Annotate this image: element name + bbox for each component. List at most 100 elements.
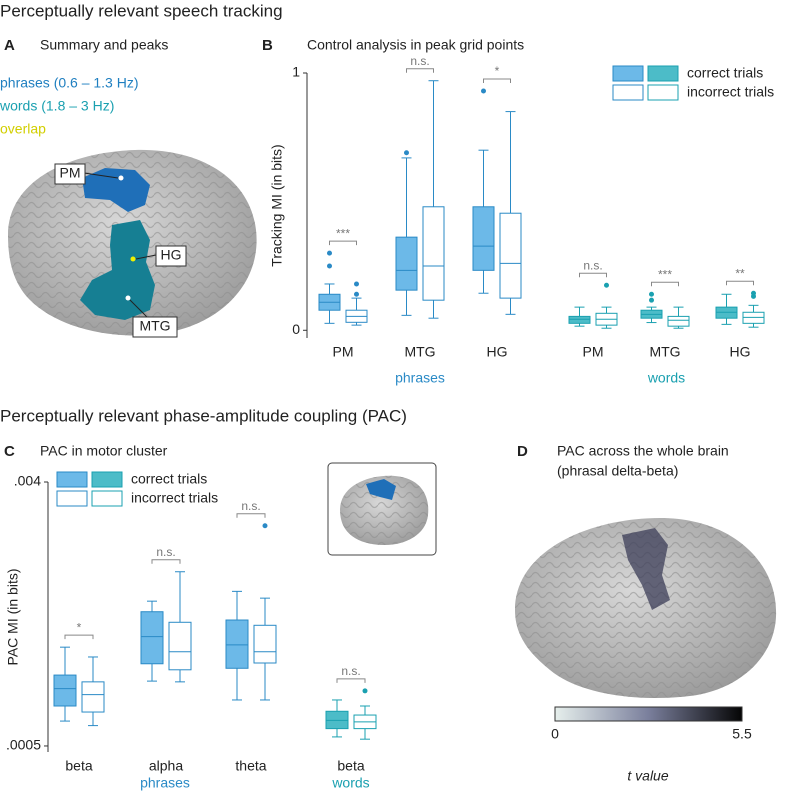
significance-bracket xyxy=(726,280,754,286)
x-tick-label: beta xyxy=(337,758,364,774)
significance-bracket xyxy=(483,78,511,84)
colorbar-tick-label: 5.5 xyxy=(732,726,752,742)
section-title: Perceptually relevant phase-amplitude co… xyxy=(0,406,407,425)
significance-label: *** xyxy=(658,267,672,281)
brain xyxy=(515,518,777,699)
y-axis-label: PAC MI (in bits) xyxy=(5,569,21,666)
region-label: HG xyxy=(161,247,182,263)
panel-title: Control analysis in peak grid points xyxy=(307,37,524,53)
outlier xyxy=(604,282,609,288)
region-label: PM xyxy=(60,165,81,181)
significance-label: n.s. xyxy=(583,258,602,272)
box xyxy=(472,206,495,271)
significance-bracket xyxy=(329,240,357,246)
group-label: words xyxy=(647,370,685,386)
inset-brain xyxy=(327,462,437,556)
group-label: words xyxy=(331,775,369,791)
legend-label: overlap xyxy=(0,121,46,137)
legend-label: words (1.8 – 3 Hz) xyxy=(0,98,114,114)
outlier xyxy=(649,297,654,303)
legend-swatch xyxy=(56,471,88,488)
legend-swatch xyxy=(647,65,679,82)
panel-title: PAC in motor cluster xyxy=(40,443,168,459)
box xyxy=(395,236,418,291)
box xyxy=(667,315,690,327)
y-axis-label: Tracking MI (in bits) xyxy=(269,144,285,266)
box xyxy=(168,621,192,671)
significance-bracket xyxy=(236,513,266,518)
panel-letter: A xyxy=(4,37,15,54)
x-tick-label: MTG xyxy=(404,344,435,360)
panel-letter: C xyxy=(4,443,15,460)
panel-title: PAC across the whole brain xyxy=(557,443,729,459)
colorbar xyxy=(554,706,743,722)
significance-label: ** xyxy=(735,266,745,280)
outlier xyxy=(362,688,368,694)
box xyxy=(499,212,522,299)
region-label: MTG xyxy=(139,318,170,334)
group-label: phrases xyxy=(395,370,445,386)
significance-bracket xyxy=(579,272,607,278)
significance-label: n.s. xyxy=(410,54,429,68)
x-tick-label: HG xyxy=(730,344,751,360)
x-tick-label: HG xyxy=(487,344,508,360)
legend-swatch xyxy=(91,490,123,507)
outlier xyxy=(327,263,332,269)
outlier xyxy=(751,290,756,296)
legend-label: correct trials xyxy=(131,471,207,487)
outlier xyxy=(327,250,332,256)
significance-bracket xyxy=(336,678,366,683)
colorbar-label: t value xyxy=(627,768,668,784)
significance-bracket xyxy=(64,634,94,640)
panel-title: (phrasal delta-beta) xyxy=(557,463,678,479)
outlier xyxy=(649,291,654,297)
significance-bracket xyxy=(651,281,679,287)
outlier xyxy=(354,281,359,287)
box xyxy=(422,206,445,301)
brain xyxy=(8,149,257,338)
x-tick-label: beta xyxy=(65,758,92,774)
legend-swatch xyxy=(56,490,88,507)
section-title: Perceptually relevant speech tracking xyxy=(0,1,283,20)
significance-label: * xyxy=(77,620,82,634)
panel-letter: B xyxy=(262,37,273,54)
legend-swatch xyxy=(647,84,679,101)
box xyxy=(568,315,591,324)
significance-label: n.s. xyxy=(341,664,360,678)
significance-label: * xyxy=(495,64,500,78)
outlier xyxy=(262,523,268,529)
legend-label: incorrect trials xyxy=(131,490,218,506)
x-tick-label: MTG xyxy=(649,344,680,360)
legend-label: phrases (0.6 – 1.3 Hz) xyxy=(0,75,139,91)
panel-letter: D xyxy=(517,443,528,460)
outlier xyxy=(354,291,359,297)
legend-label: incorrect trials xyxy=(687,84,774,100)
legend-swatch xyxy=(612,84,644,101)
x-tick-label: alpha xyxy=(149,758,183,774)
outlier xyxy=(404,150,409,156)
box xyxy=(253,624,277,664)
significance-label: *** xyxy=(336,226,350,240)
box xyxy=(140,611,164,665)
x-tick-label: PM xyxy=(583,344,604,360)
outlier xyxy=(481,88,486,94)
y-tick-label: 0 xyxy=(292,321,300,337)
box xyxy=(53,674,77,707)
significance-label: n.s. xyxy=(156,545,175,559)
colorbar-tick-label: 0 xyxy=(551,726,559,742)
legend-swatch xyxy=(612,65,644,82)
x-tick-label: theta xyxy=(235,758,266,774)
significance-bracket xyxy=(151,559,181,564)
legend-swatch xyxy=(91,471,123,488)
y-tick-label: .0005 xyxy=(6,737,41,753)
significance-bracket xyxy=(406,68,434,73)
x-tick-label: PM xyxy=(333,344,354,360)
y-tick-label: .004 xyxy=(14,473,41,489)
box xyxy=(81,681,105,713)
y-tick-label: 1 xyxy=(292,64,300,80)
box xyxy=(225,619,249,669)
significance-label: n.s. xyxy=(241,499,260,513)
group-label: phrases xyxy=(140,775,190,791)
panel-title: Summary and peaks xyxy=(40,37,168,53)
